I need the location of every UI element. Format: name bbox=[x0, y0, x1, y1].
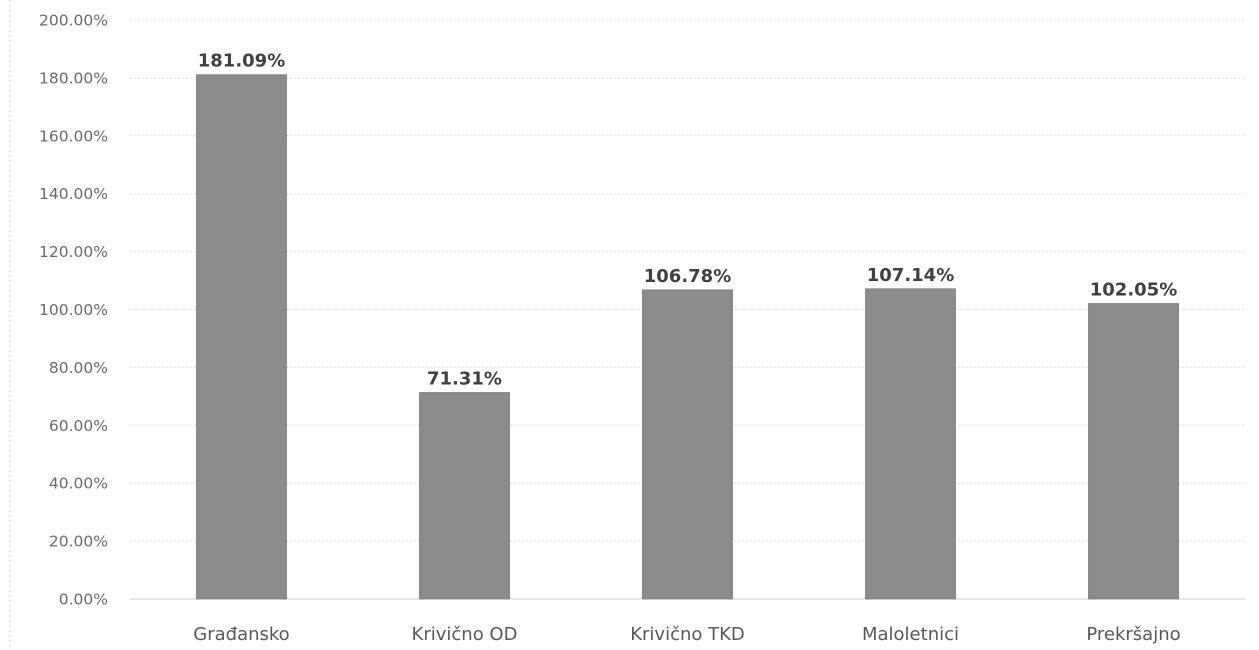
y-tick-label: 20.00% bbox=[49, 533, 108, 551]
y-tick-label: 80.00% bbox=[49, 359, 108, 377]
bar bbox=[642, 289, 733, 600]
y-tick-label: 100.00% bbox=[39, 301, 108, 319]
category-label: Krivično OD bbox=[412, 624, 518, 645]
y-tick-label: 140.00% bbox=[39, 185, 108, 203]
bar bbox=[865, 288, 956, 600]
category-label: Krivično TKD bbox=[630, 624, 745, 645]
y-tick-label: 200.00% bbox=[39, 12, 108, 30]
y-tick-label: 160.00% bbox=[39, 127, 108, 145]
data-label: 106.78% bbox=[644, 266, 732, 287]
y-tick-label: 40.00% bbox=[49, 475, 108, 493]
bar bbox=[419, 392, 510, 600]
bars bbox=[196, 74, 1179, 600]
category-label: Prekršajno bbox=[1086, 624, 1180, 645]
y-tick-label: 60.00% bbox=[49, 417, 108, 435]
data-label: 71.31% bbox=[427, 369, 502, 390]
x-axis-categories: Građansko Krivično OD Krivično TKD Maloletn… bbox=[193, 624, 1180, 645]
y-tick-label: 120.00% bbox=[39, 243, 108, 261]
bar bbox=[1088, 303, 1179, 600]
data-label: 102.05% bbox=[1090, 280, 1178, 301]
y-tick-label: 0.00% bbox=[59, 591, 108, 609]
bar bbox=[196, 74, 287, 600]
data-label: 107.14% bbox=[867, 265, 955, 286]
category-label: Maloletnici bbox=[862, 624, 959, 645]
y-axis-ticks: 0.00% 20.00% 40.00% 60.00% 80.00% 100.00% 120.… bbox=[39, 12, 108, 609]
data-labels: 181.09% 71.31% 106.78% 107.14% 102.05% bbox=[198, 51, 1178, 390]
data-label: 181.09% bbox=[198, 51, 286, 72]
category-label: Građansko bbox=[193, 624, 289, 645]
y-tick-label: 180.00% bbox=[39, 69, 108, 87]
